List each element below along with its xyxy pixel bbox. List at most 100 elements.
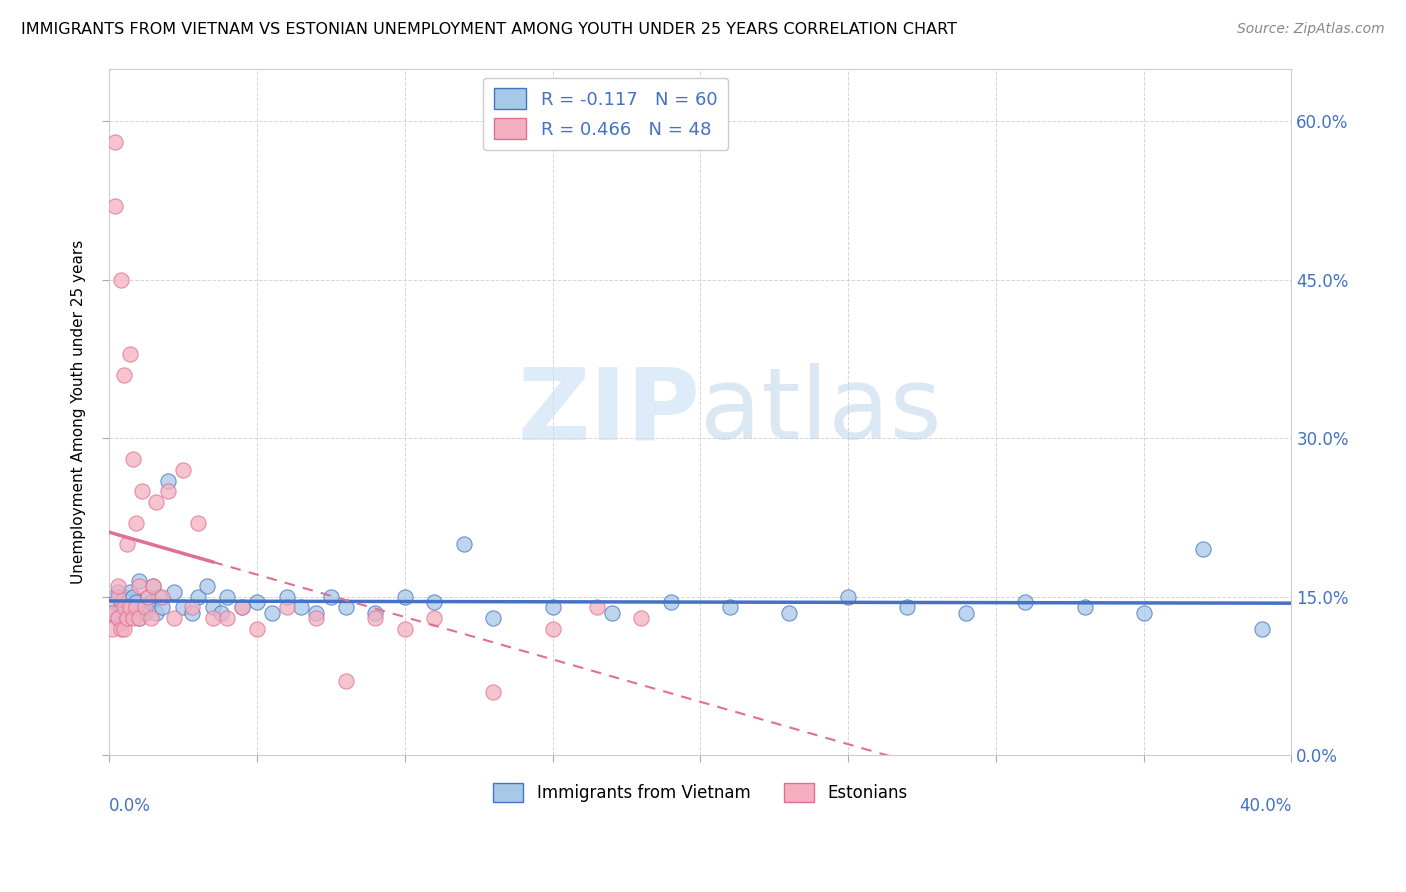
Point (896, 600, 918, 615)
Point (121, 611, 143, 625)
Point (1073, 600, 1095, 615)
Point (128, 611, 150, 625)
Point (172, 463, 194, 477)
Point (115, 537, 138, 551)
Point (128, 579, 150, 593)
Point (837, 590, 859, 604)
Point (276, 600, 298, 615)
Point (276, 590, 298, 604)
Text: Source: ZipAtlas.com: Source: ZipAtlas.com (1237, 22, 1385, 37)
Point (364, 606, 387, 620)
Point (101, 622, 124, 636)
Point (136, 590, 159, 604)
Point (246, 622, 269, 636)
Point (1191, 542, 1213, 557)
Point (107, 611, 129, 625)
Point (1251, 622, 1274, 636)
Point (150, 590, 173, 604)
Point (955, 606, 977, 620)
Point (482, 611, 505, 625)
Point (121, 606, 143, 620)
Y-axis label: Unemployment Among Youth under 25 years: Unemployment Among Youth under 25 years (72, 240, 86, 584)
Point (125, 516, 148, 530)
Point (118, 347, 141, 361)
Text: atlas: atlas (700, 363, 942, 460)
Point (121, 590, 143, 604)
Point (134, 600, 156, 615)
Point (104, 136, 127, 150)
Text: 0.0%: 0.0% (110, 797, 150, 814)
Point (482, 685, 505, 699)
Point (110, 600, 132, 615)
Point (125, 600, 148, 615)
Point (157, 484, 180, 499)
Point (104, 595, 127, 609)
Point (211, 606, 233, 620)
Point (163, 584, 186, 599)
Point (180, 606, 202, 620)
Point (659, 595, 682, 609)
Point (290, 600, 312, 615)
Point (1014, 595, 1036, 609)
Point (335, 674, 357, 689)
Point (128, 611, 150, 625)
Point (453, 537, 475, 551)
Point (1132, 606, 1154, 620)
Point (423, 595, 446, 609)
Point (110, 622, 132, 636)
Point (115, 611, 138, 625)
Point (142, 579, 165, 593)
Point (157, 474, 180, 488)
Text: 40.0%: 40.0% (1239, 797, 1292, 814)
Point (150, 600, 173, 615)
Point (115, 611, 138, 625)
Point (118, 584, 141, 599)
Point (319, 590, 342, 604)
Text: IMMIGRANTS FROM VIETNAM VS ESTONIAN UNEMPLOYMENT AMONG YOUTH UNDER 25 YEARS CORR: IMMIGRANTS FROM VIETNAM VS ESTONIAN UNEM… (21, 22, 957, 37)
Point (110, 273, 132, 287)
Point (163, 611, 186, 625)
Point (112, 590, 135, 604)
Point (718, 600, 741, 615)
Point (187, 516, 209, 530)
Point (364, 611, 387, 625)
Legend: Immigrants from Vietnam, Estonians: Immigrants from Vietnam, Estonians (486, 776, 914, 809)
Point (231, 600, 253, 615)
Point (112, 622, 135, 636)
Point (394, 622, 416, 636)
Point (107, 579, 129, 593)
Point (139, 611, 162, 625)
Point (118, 600, 141, 615)
Point (305, 611, 328, 625)
Point (110, 616, 132, 631)
Point (131, 484, 153, 499)
Point (217, 611, 239, 625)
Point (187, 590, 209, 604)
Point (115, 595, 138, 609)
Point (107, 611, 129, 625)
Text: ZIP: ZIP (517, 363, 700, 460)
Point (112, 368, 135, 382)
Point (112, 606, 135, 620)
Point (107, 590, 129, 604)
Point (107, 584, 129, 599)
Point (101, 606, 124, 620)
Point (195, 579, 218, 593)
Point (142, 579, 165, 593)
Point (305, 606, 328, 620)
Point (121, 452, 143, 467)
Point (104, 199, 127, 213)
Point (778, 606, 800, 620)
Point (148, 590, 170, 604)
Point (394, 590, 416, 604)
Point (423, 611, 446, 625)
Point (125, 595, 148, 609)
Point (246, 595, 269, 609)
Point (131, 600, 153, 615)
Point (260, 606, 283, 620)
Point (586, 600, 609, 615)
Point (630, 611, 652, 625)
Point (172, 600, 194, 615)
Point (541, 600, 564, 615)
Point (145, 606, 167, 620)
